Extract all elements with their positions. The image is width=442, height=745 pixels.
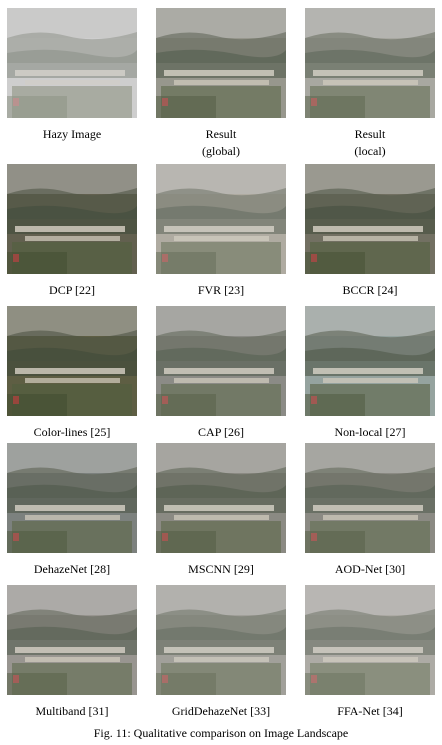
panel-label: CAP [26]	[198, 425, 244, 439]
figure-panel: AOD-Net [30]	[305, 443, 435, 593]
landscape-image	[156, 443, 286, 553]
landscape-image	[305, 8, 435, 118]
figure-panel: FVR [23]	[156, 164, 286, 314]
figure-caption: Fig. 11: Qualitative comparison on Image…	[93, 726, 349, 740]
panel-label: GridDehazeNet [33]	[171, 704, 271, 718]
panel-label: BCCR [24]	[342, 283, 398, 297]
landscape-image	[305, 306, 435, 416]
landscape-image	[7, 306, 137, 416]
figure-panel: Result (global)	[156, 8, 286, 158]
panel-label: Multiband [31]	[35, 704, 109, 718]
figure-panel: Multiband [31]	[7, 585, 137, 735]
panel-label: DehazeNet [28]	[33, 562, 111, 576]
landscape-image	[156, 8, 286, 118]
figure-panel: BCCR [24]	[305, 164, 435, 314]
landscape-image	[156, 306, 286, 416]
panel-label: Hazy Image	[42, 127, 102, 141]
panel-label: Result (local)	[354, 127, 386, 158]
landscape-image	[305, 164, 435, 274]
landscape-image	[7, 164, 137, 274]
landscape-image	[7, 585, 137, 695]
panel-label: Non-local [27]	[334, 425, 406, 439]
landscape-image	[305, 585, 435, 695]
panel-label: Result (global)	[202, 127, 240, 158]
figure-panel: Result (local)	[305, 8, 435, 158]
landscape-image	[7, 443, 137, 553]
figure-panel: GridDehazeNet [33]	[156, 585, 286, 735]
landscape-image	[156, 585, 286, 695]
figure-panel: MSCNN [29]	[156, 443, 286, 593]
figure-panel: Color-lines [25]	[7, 306, 137, 456]
panel-label: DCP [22]	[49, 283, 95, 297]
figure-panel: DCP [22]	[7, 164, 137, 314]
figure-panel: Non-local [27]	[305, 306, 435, 456]
figure-panel: Hazy Image	[7, 8, 137, 158]
figure-panel: DehazeNet [28]	[7, 443, 137, 593]
panel-label: Color-lines [25]	[33, 425, 111, 439]
figure-panel: CAP [26]	[156, 306, 286, 456]
panel-label: MSCNN [29]	[188, 562, 254, 576]
landscape-image	[305, 443, 435, 553]
panel-label: AOD-Net [30]	[334, 562, 406, 576]
landscape-image	[7, 8, 137, 118]
landscape-image	[156, 164, 286, 274]
panel-label: FVR [23]	[197, 283, 245, 297]
panel-label: FFA-Net [34]	[337, 704, 403, 718]
figure-panel: FFA-Net [34]	[305, 585, 435, 735]
